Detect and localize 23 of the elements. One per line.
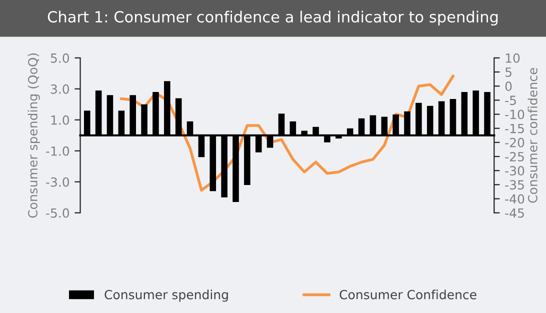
y-axis-title: Consumer spending (QoQ) [28, 53, 40, 218]
y2-tick-label: -15 [505, 124, 524, 134]
y2-tick-label: -20 [505, 138, 524, 148]
y2-tick-label: 0 [505, 82, 512, 91]
y2-tick-label: -30 [505, 166, 524, 176]
y2-tick-label: -35 [505, 180, 524, 190]
y2-axis-title: Consumer confidence [528, 68, 538, 203]
y2-tick-label: -10 [505, 110, 524, 120]
y2-tick-label: 5 [506, 68, 512, 77]
legend-label: Consumer Confidence [340, 290, 476, 300]
y2-tick-label: -5 [505, 96, 516, 106]
y2-tick-label: 10 [506, 53, 520, 63]
y-tick-label: -5.0 [46, 208, 70, 218]
y-tick-label: 3.0 [50, 84, 70, 94]
y-tick-label: 1.0 [51, 115, 70, 125]
y2-tick-label: -45 [505, 208, 524, 218]
y2-tick-label: -25 [505, 152, 524, 162]
y2-tick-label: -40 [505, 194, 524, 204]
y-tick-label: -1.0 [46, 146, 70, 156]
chart-title: Chart 1: Consumer confidence a lead indicator to spending [48, 10, 498, 26]
y-tick-label: -3.0 [46, 177, 70, 187]
legend-label: Consumer spending [104, 290, 228, 302]
y-tick-label: 5.0 [50, 53, 70, 63]
